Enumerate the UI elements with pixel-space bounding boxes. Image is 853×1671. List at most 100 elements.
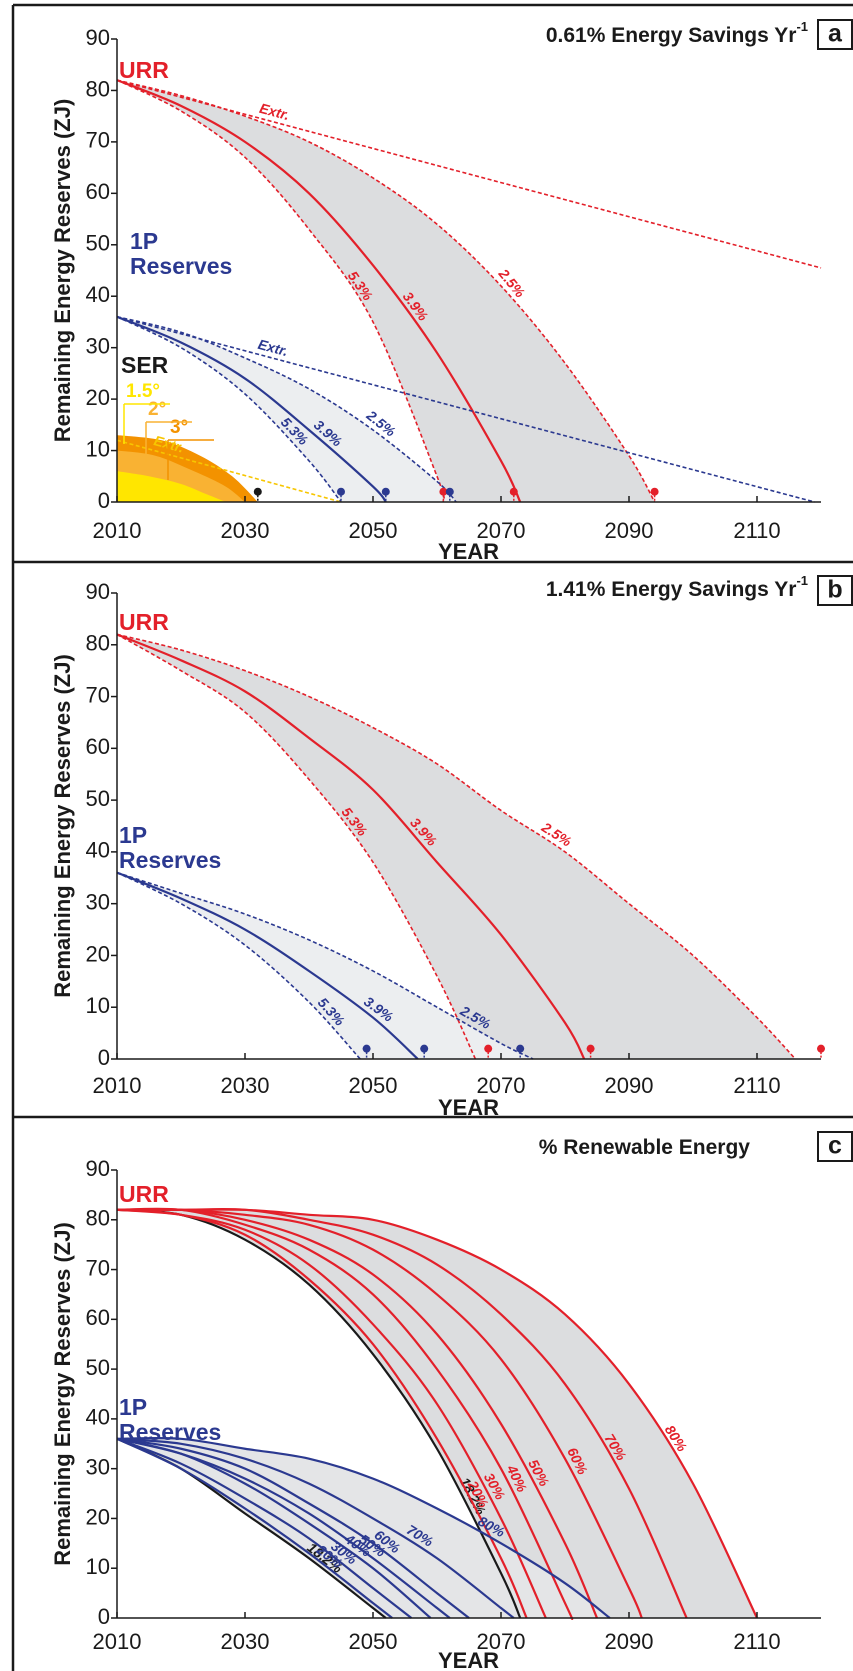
x-tick-label: 2070 — [477, 518, 526, 543]
series-line — [116, 316, 815, 503]
ser-area — [117, 471, 226, 502]
y-tick-label: 50 — [86, 231, 110, 256]
shaded-band — [117, 634, 796, 1059]
x-tick-label: 2070 — [477, 1629, 526, 1654]
bracket — [145, 421, 192, 462]
y-tick-label: 0 — [98, 488, 110, 513]
y-tick-label: 40 — [86, 838, 110, 863]
y-axis-label: Remaining Energy Reserves (ZJ) — [50, 654, 75, 998]
y-tick-label: 80 — [86, 631, 110, 656]
title-superscript: -1 — [796, 19, 808, 34]
series-line — [116, 633, 477, 1060]
series-line — [116, 1437, 413, 1619]
group-label: 1P — [119, 822, 147, 848]
series-line — [116, 633, 586, 1060]
group-label: URR — [119, 609, 169, 635]
series-line — [116, 1437, 393, 1619]
title-text: 0.61% Energy Savings Yr — [546, 24, 797, 47]
x-tick-label: 2010 — [93, 518, 142, 543]
x-tick-label: 2070 — [477, 1073, 526, 1098]
x-tick-label: 2050 — [349, 1073, 398, 1098]
x-tick-label: 2090 — [605, 1073, 654, 1098]
series-line — [116, 1207, 599, 1619]
x-tick-label: 2030 — [221, 1629, 270, 1654]
x-tick-label: 2090 — [605, 518, 654, 543]
depletion-marker — [650, 487, 659, 496]
y-tick-label: 90 — [86, 579, 110, 604]
depletion-marker — [586, 1044, 595, 1053]
bracket — [123, 403, 170, 444]
y-tick-label: 30 — [86, 1454, 110, 1479]
depletion-marker — [516, 1044, 525, 1053]
ser-label: 2° — [148, 399, 166, 420]
series-line — [116, 1208, 643, 1619]
series-line — [116, 1437, 470, 1619]
y-tick-label: 20 — [86, 385, 110, 410]
x-tick-label: 2110 — [733, 1629, 780, 1654]
title-superscript: -1 — [796, 573, 808, 588]
depletion-marker — [509, 487, 518, 496]
y-tick-label: 40 — [86, 282, 110, 307]
series-line — [116, 1207, 574, 1621]
series-line — [116, 871, 534, 1060]
y-tick-label: 80 — [86, 1206, 110, 1231]
depletion-marker — [381, 487, 390, 496]
panel-letter-box — [817, 1131, 853, 1162]
curve-label: Extr. — [258, 100, 291, 123]
ser-label: 3° — [170, 417, 188, 438]
shaded-band — [117, 1438, 610, 1618]
panel-letter: b — [827, 576, 842, 604]
series-line — [116, 1208, 547, 1619]
series-line — [116, 1436, 611, 1619]
depletion-marker — [484, 1044, 493, 1053]
y-tick-label: 20 — [86, 941, 110, 966]
y-tick-label: 70 — [86, 682, 110, 707]
series-line — [116, 315, 387, 503]
bracket — [167, 439, 214, 480]
group-label: URR — [119, 1181, 169, 1207]
x-tick-label: 2090 — [605, 1629, 654, 1654]
series-line — [116, 871, 419, 1060]
series-line — [116, 79, 445, 503]
x-tick-label: 2110 — [733, 518, 780, 543]
x-tick-label: 2110 — [733, 1073, 780, 1098]
panel-title: 1.41% Energy Savings Yr-1 — [546, 573, 808, 600]
group-label: Reserves — [130, 253, 232, 279]
y-tick-label: 30 — [86, 333, 110, 358]
y-tick-label: 10 — [86, 1554, 110, 1579]
series-line — [116, 316, 457, 503]
series-line — [116, 79, 522, 503]
y-tick-label: 50 — [86, 1355, 110, 1380]
depletion-marker — [337, 487, 345, 496]
group-label: Reserves — [119, 847, 221, 873]
y-tick-label: 90 — [86, 1156, 110, 1181]
x-axis-label: YEAR — [438, 539, 499, 564]
y-axis-label: Remaining Energy Reserves (ZJ) — [50, 99, 75, 443]
group-label: 1P — [130, 228, 158, 254]
y-tick-label: 80 — [86, 76, 110, 101]
depletion-marker — [445, 487, 454, 496]
x-tick-label: 2030 — [221, 1073, 270, 1098]
title-text: 1.41% Energy Savings Yr — [546, 578, 797, 601]
y-tick-label: 50 — [86, 786, 110, 811]
y-tick-label: 20 — [86, 1504, 110, 1529]
panel-letter: c — [828, 1132, 842, 1160]
ser-label: 1.5° — [126, 381, 160, 402]
y-tick-label: 10 — [86, 993, 110, 1018]
x-tick-label: 2050 — [349, 1629, 398, 1654]
group-label: SER — [121, 352, 169, 378]
panel-letter-box — [817, 19, 853, 50]
group-label: URR — [119, 57, 169, 83]
y-tick-label: 30 — [86, 889, 110, 914]
group-label: Reserves — [119, 1419, 221, 1445]
y-tick-label: 60 — [86, 734, 110, 759]
y-tick-label: 70 — [86, 1255, 110, 1280]
series-line — [116, 1437, 451, 1619]
x-tick-label: 2030 — [221, 518, 270, 543]
depletion-marker — [362, 1044, 371, 1053]
y-tick-label: 0 — [98, 1604, 110, 1629]
depletion-marker — [439, 487, 448, 496]
series-line — [116, 633, 796, 1060]
